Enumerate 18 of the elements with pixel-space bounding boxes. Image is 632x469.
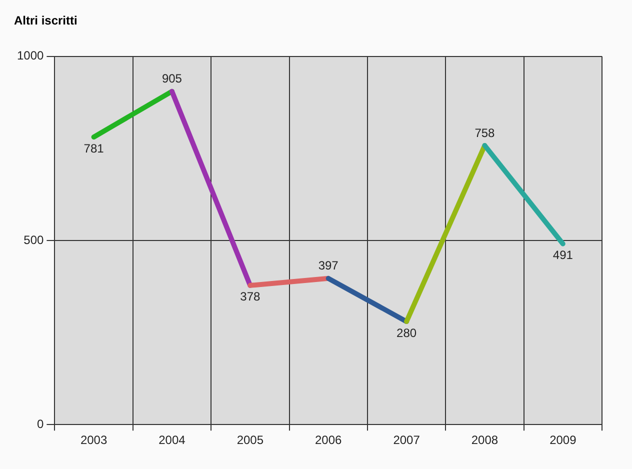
x-tick-label: 2005 [236,433,264,448]
data-label: 905 [162,72,182,86]
x-tick-label: 2009 [550,433,577,448]
data-label: 378 [240,290,260,304]
chart-title: Altri iscritti [14,14,78,28]
y-tick-label: 1000 [16,48,44,63]
y-tick-label: 0 [37,416,44,431]
x-tick-label: 2003 [80,433,108,448]
y-tick-label: 500 [24,232,44,247]
x-tick-label: 2006 [314,433,342,448]
x-tick-label: 2004 [158,433,186,448]
data-label: 781 [84,141,104,156]
x-tick-label: 2007 [393,433,420,448]
data-label: 280 [396,326,417,340]
data-label: 491 [552,248,574,262]
x-tick-label: 2008 [471,433,498,448]
data-label: 397 [318,258,339,273]
data-label: 758 [474,126,496,140]
